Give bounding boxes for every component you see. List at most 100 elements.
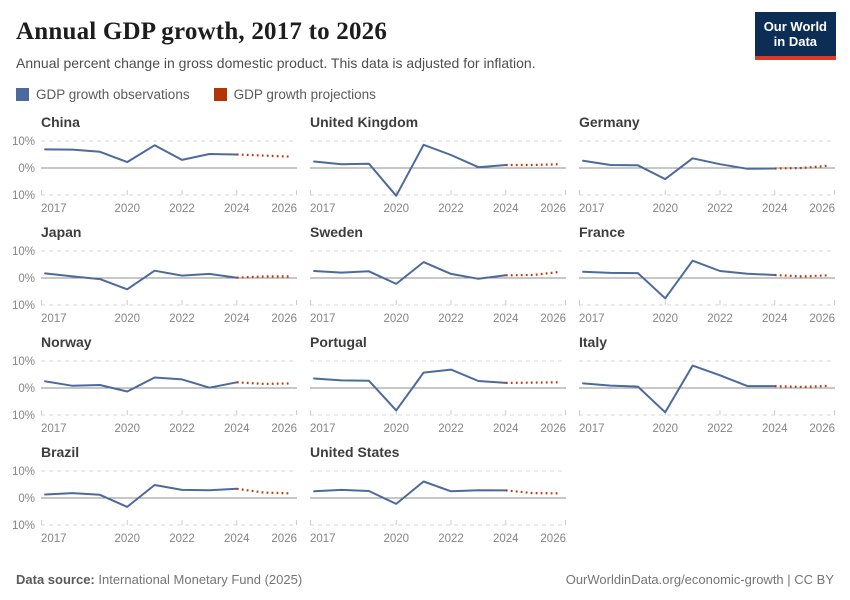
panel-title: United States <box>310 444 400 460</box>
legend-swatch-icon <box>16 88 29 101</box>
x-tick-label: 2022 <box>169 313 195 325</box>
x-tick-label: 2024 <box>493 313 519 325</box>
y-tick-label: 10% <box>13 466 35 478</box>
x-tick-label: 2022 <box>707 203 733 215</box>
panel-title: Japan <box>41 224 82 240</box>
projections-line <box>236 275 292 279</box>
data-source: Data source: International Monetary Fund… <box>16 572 302 587</box>
x-tick-label: 2017 <box>310 203 336 215</box>
x-tick-label: 2017 <box>310 313 336 325</box>
x-tick-label: 2020 <box>114 203 140 215</box>
chart-panel: Japan 2017 2020 2022 2024 2026 10% 0% -10% <box>13 224 298 327</box>
projections-line <box>774 273 830 278</box>
x-tick-label: 2022 <box>707 423 733 435</box>
chart-panel: China 2017 2020 2022 2024 2026 10% 0% -10% <box>13 114 298 217</box>
observations-line <box>44 144 238 164</box>
x-tick-label: 2022 <box>438 533 464 545</box>
x-tick-label: 2020 <box>114 313 140 325</box>
x-tick-label: 2024 <box>224 423 250 435</box>
y-tick-label: 10% <box>13 246 35 258</box>
panel-plot: 2017 2020 2022 2024 2026 10% 0% -10% <box>13 356 297 435</box>
panel-plot: 2017 2020 2022 2024 2026 <box>579 140 835 215</box>
panel-plot: 2017 2020 2022 2024 2026 <box>310 250 566 325</box>
observations-line <box>582 259 776 300</box>
y-tick-label: -10% <box>13 190 35 202</box>
observations-line <box>44 484 238 508</box>
chart-panel: France 2017 2020 2022 2024 2026 <box>579 224 836 327</box>
x-tick-label: 2020 <box>652 203 678 215</box>
panel-title: Portugal <box>310 334 367 350</box>
panel-plot: 2017 2020 2022 2024 2026 10% 0% -10% <box>13 136 297 215</box>
x-tick-label: 2022 <box>438 423 464 435</box>
legend-item: GDP growth observations <box>16 87 190 102</box>
x-tick-label: 2020 <box>114 533 140 545</box>
x-tick-label: 2020 <box>652 313 678 325</box>
chart-subtitle: Annual percent change in gross domestic … <box>16 55 536 71</box>
projections-line <box>505 163 561 167</box>
x-tick-label: 2024 <box>224 533 250 545</box>
observations-line <box>313 261 507 285</box>
owid-logo[interactable]: Our World in Data <box>754 12 836 60</box>
x-tick-label: 2026 <box>540 313 566 325</box>
x-tick-label: 2024 <box>224 203 250 215</box>
x-tick-label: 2026 <box>271 533 297 545</box>
chart-panel: Sweden 2017 2020 2022 2024 2026 <box>310 224 567 327</box>
x-tick-label: 2026 <box>809 313 835 325</box>
x-tick-label: 2022 <box>169 203 195 215</box>
panel-plot: 2017 2020 2022 2024 2026 10% 0% -10% <box>13 246 297 325</box>
data-source-label: Data source: <box>16 572 95 587</box>
panel-plot: 2017 2020 2022 2024 2026 <box>310 360 566 435</box>
logo-line2: in Data <box>773 34 818 50</box>
logo-line1: Our World <box>763 19 827 34</box>
x-tick-label: 2017 <box>579 423 605 435</box>
x-tick-label: 2017 <box>579 203 605 215</box>
x-tick-label: 2022 <box>169 533 195 545</box>
x-tick-label: 2024 <box>493 423 519 435</box>
panel-title: Norway <box>41 334 92 350</box>
x-tick-label: 2020 <box>383 423 409 435</box>
panel-title: Germany <box>579 114 640 130</box>
x-tick-label: 2026 <box>540 423 566 435</box>
data-source-value: International Monetary Fund (2025) <box>98 572 303 587</box>
y-tick-label: -10% <box>13 520 35 532</box>
x-tick-label: 2026 <box>809 203 835 215</box>
observations-line <box>582 157 776 181</box>
x-tick-label: 2024 <box>493 533 519 545</box>
projections-line <box>236 487 292 495</box>
page-title: Annual GDP growth, 2017 to 2026 <box>16 18 388 45</box>
chart-panel: United States 2017 2020 2022 2024 2026 <box>310 444 567 547</box>
x-tick-label: 2017 <box>579 313 605 325</box>
y-tick-label: 0% <box>18 383 35 395</box>
x-tick-label: 2020 <box>383 533 409 545</box>
footer-link[interactable]: OurWorldinData.org/economic-growth | CC … <box>565 572 834 587</box>
chart-legend: GDP growth observations GDP growth projec… <box>16 87 834 102</box>
x-tick-label: 2026 <box>540 533 566 545</box>
x-tick-label: 2017 <box>310 423 336 435</box>
y-tick-label: -10% <box>13 300 35 312</box>
x-tick-label: 2020 <box>114 423 140 435</box>
y-tick-label: 0% <box>18 273 35 285</box>
chart-panel: Brazil 2017 2020 2022 2024 2026 10% 0% -10% <box>13 444 298 547</box>
panel-title: Italy <box>579 334 608 350</box>
legend-swatch-icon <box>213 88 227 101</box>
observations-line <box>582 364 776 414</box>
y-tick-label: 0% <box>18 493 35 505</box>
panel-plot: 2017 2020 2022 2024 2026 <box>310 470 566 545</box>
x-tick-label: 2026 <box>271 203 297 215</box>
y-tick-label: -10% <box>13 410 35 422</box>
projections-line <box>774 384 830 389</box>
panel-title: Brazil <box>41 444 80 460</box>
legend-item: GDP growth projections <box>213 87 376 102</box>
projections-line <box>236 381 292 386</box>
x-tick-label: 2024 <box>762 313 788 325</box>
x-tick-label: 2026 <box>540 203 566 215</box>
chart-footer: Data source: International Monetary Fund… <box>0 572 850 587</box>
projections-line <box>774 164 830 170</box>
x-tick-label: 2024 <box>493 203 519 215</box>
x-tick-label: 2022 <box>169 423 195 435</box>
x-tick-label: 2024 <box>762 423 788 435</box>
legend-label: GDP growth projections <box>233 87 376 102</box>
observations-line <box>44 269 238 291</box>
x-tick-label: 2024 <box>224 313 250 325</box>
projections-line <box>236 153 292 158</box>
